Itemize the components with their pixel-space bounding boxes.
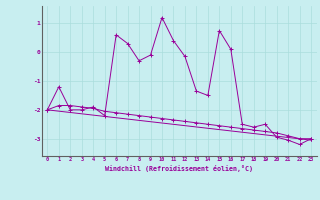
X-axis label: Windchill (Refroidissement éolien,°C): Windchill (Refroidissement éolien,°C)	[105, 165, 253, 172]
